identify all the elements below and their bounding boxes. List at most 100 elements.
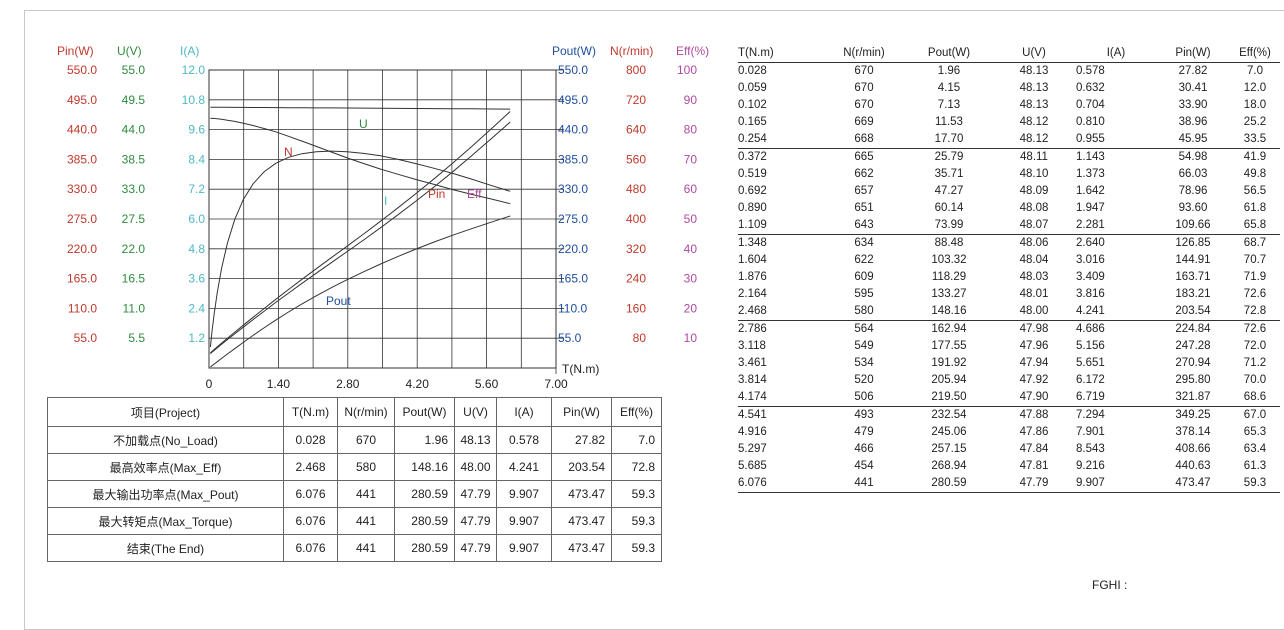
data-cell: 0.102: [738, 99, 767, 111]
data-cell: 2.281: [1076, 217, 1156, 235]
left-tick-label: 9.6: [188, 123, 205, 137]
summary-cell: 结束(The End): [47, 534, 284, 562]
data-cell: 1.876: [738, 271, 767, 283]
right-tick-label: 385.0: [558, 152, 588, 166]
data-cell: 1.109: [738, 217, 822, 235]
curve-label-n: N: [284, 145, 293, 159]
summary-cell: 27.82: [551, 426, 612, 454]
data-row: 1.348 634 88.48 48.06 2.640 126.85 68.7: [738, 235, 1280, 253]
data-cell: 670: [854, 99, 874, 111]
data-row: 1.604 622 103.32 48.04 3.016 144.91 70.7: [738, 252, 1280, 269]
right-axis-title: N(r/min): [610, 44, 653, 58]
data-row: 4.174 506 219.50 47.90 6.719 321.87 68.6: [738, 389, 1280, 407]
data-row: 0.254 668 17.70 48.12 0.955 45.95 33.5: [738, 131, 1280, 149]
left-tick-label: 22.0: [122, 242, 146, 256]
data-cell: 441: [822, 475, 906, 493]
data-cell: 41.9: [1243, 151, 1267, 163]
data-cell: 6.076: [738, 475, 822, 493]
data-row: 1.109 643 73.99 48.07 2.281 109.66 65.8: [738, 217, 1280, 235]
right-tick-label: 10: [684, 331, 698, 345]
x-tick-label: 0: [206, 377, 213, 391]
series-line-i: [210, 121, 511, 354]
left-tick-label: 1.2: [188, 331, 205, 345]
left-tick-label: 38.5: [122, 152, 146, 166]
right-tick-label: 100: [677, 63, 697, 77]
data-cell: 93.60: [1178, 202, 1208, 214]
data-cell: 473.47: [1156, 475, 1230, 493]
data-cell: 203.54: [1156, 303, 1230, 321]
data-cell: 0.254: [738, 131, 822, 149]
summary-cell: 0.578: [496, 426, 552, 454]
data-cell: 65.3: [1243, 426, 1267, 438]
right-tick-label: 220.0: [558, 242, 588, 256]
data-cell: 88.48: [934, 237, 964, 249]
data-cell: 73.99: [906, 217, 992, 235]
summary-cell: 不加载点(No_Load): [47, 426, 284, 454]
summary-header-cell: Pin(W): [551, 397, 612, 427]
data-cell: 72.6: [1243, 323, 1267, 335]
data-cell: 11.53: [935, 116, 963, 128]
summary-cell: 7.0: [611, 426, 662, 454]
data-cell: 25.79: [934, 151, 964, 163]
summary-cell: 48.13: [454, 426, 497, 454]
right-tick-label: 80: [684, 123, 698, 137]
right-tick-label: 40: [684, 242, 698, 256]
series-line-u: [210, 106, 511, 110]
data-cell: 1.348: [738, 237, 767, 249]
right-tick-label: 240: [626, 272, 646, 286]
data-row: 4.916 479 245.06 47.86 7.901 378.14 65.3: [738, 424, 1280, 441]
data-cell: 48.01: [1019, 288, 1049, 300]
x-tick-label: 5.60: [475, 377, 499, 391]
right-tick-label: 480: [626, 182, 646, 196]
data-cell: 651: [854, 202, 874, 214]
left-tick-label: 220.0: [67, 242, 97, 256]
data-cell: 349.25: [1175, 409, 1211, 421]
x-tick-label: 4.20: [406, 377, 430, 391]
data-cell: 3.409: [1076, 271, 1105, 283]
summary-cell: 48.00: [454, 453, 497, 481]
data-cell: 232.54: [931, 409, 967, 421]
left-tick-label: 110.0: [68, 301, 97, 315]
data-cell: 440.63: [1175, 460, 1211, 472]
left-tick-label: 2.4: [188, 301, 205, 315]
data-cell: 408.66: [1175, 443, 1211, 455]
left-tick-label: 550.0: [67, 63, 97, 77]
data-cell: 68.7: [1243, 237, 1267, 249]
data-cell: 27.82: [1178, 65, 1208, 77]
data-cell: 378.14: [1175, 426, 1211, 438]
data-cell: 47.27: [934, 185, 964, 197]
series-line-pout: [210, 215, 511, 368]
left-tick-label: 44.0: [122, 123, 146, 137]
right-tick-label: 55.0: [558, 331, 582, 345]
summary-cell: 72.8: [611, 453, 662, 481]
right-tick-label: 110.0: [558, 301, 587, 315]
summary-row: 结束(The End) 6.076 441 280.59 47.79 9.907 473.4…: [47, 534, 662, 562]
data-cell: 0.955: [1076, 131, 1156, 149]
data-cell: 643: [822, 217, 906, 235]
data-header-cell: Eff(%): [1230, 44, 1280, 63]
summary-cell: 47.79: [454, 534, 497, 562]
left-tick-label: 49.5: [122, 93, 146, 107]
summary-cell: 9.907: [496, 534, 552, 562]
data-cell: 72.6: [1243, 288, 1267, 300]
data-cell: 1.143: [1076, 151, 1105, 163]
data-cell: 47.92: [1019, 374, 1049, 386]
data-cell: 38.96: [1178, 116, 1208, 128]
data-cell: 54.98: [1178, 151, 1208, 163]
data-cell: 3.118: [738, 340, 766, 352]
right-tick-label: 640: [626, 123, 646, 137]
left-tick-label: 440.0: [67, 123, 97, 137]
data-cell: 45.95: [1156, 131, 1230, 149]
left-tick-label: 7.2: [188, 182, 205, 196]
data-cell: 3.016: [1076, 254, 1105, 266]
data-cell: 0.704: [1076, 99, 1105, 111]
data-cell: 0.028: [738, 65, 767, 77]
data-cell: 506: [822, 389, 906, 407]
data-cell: 47.90: [992, 389, 1076, 407]
data-cell: 595: [854, 288, 874, 300]
left-tick-label: 5.5: [128, 331, 145, 345]
data-cell: 48.11: [1020, 151, 1048, 163]
data-cell: 5.685: [738, 460, 767, 472]
data-cell: 48.12: [992, 131, 1076, 149]
data-cell: 270.94: [1175, 357, 1211, 369]
